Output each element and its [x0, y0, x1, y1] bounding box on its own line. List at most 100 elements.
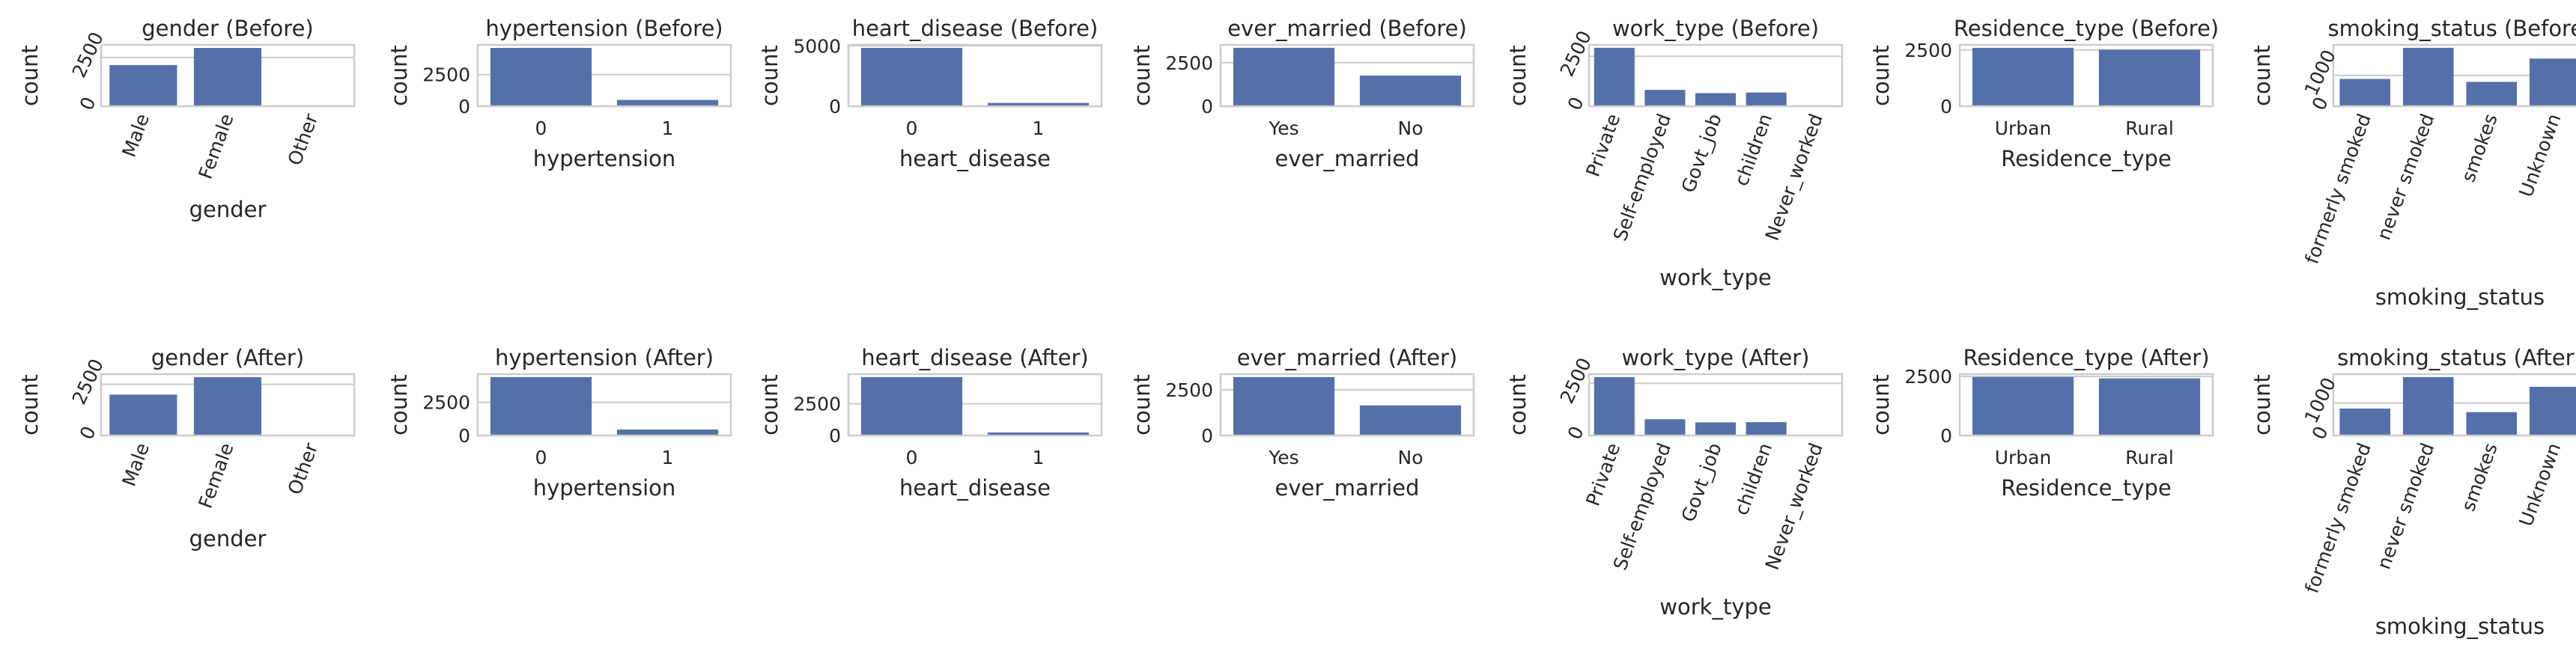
- bar: [109, 394, 177, 436]
- x-tick-label: Yes: [1268, 117, 1298, 139]
- x-tick-label: Govt_job: [1677, 111, 1726, 195]
- y-tick-label: 2500: [1165, 52, 1213, 74]
- subplot: work_type (After)02500PrivateSelf-employ…: [1505, 345, 1844, 620]
- x-axis-label: ever_married: [1275, 146, 1420, 171]
- bar: [1359, 76, 1462, 106]
- axes-frame: [1588, 373, 1844, 437]
- y-tick-label: 0: [76, 423, 100, 443]
- subplot-title: gender (Before): [142, 16, 313, 41]
- bar: [1695, 422, 1737, 436]
- y-axis-label: count: [1868, 45, 1894, 106]
- x-axis-label: heart_disease: [899, 146, 1051, 171]
- subplot-title: work_type (After): [1622, 345, 1810, 370]
- y-tick-label: 2500: [1165, 379, 1213, 401]
- x-tick-label: Female: [194, 440, 237, 511]
- x-tick-label: Private: [1582, 440, 1624, 509]
- x-tick-label: Female: [194, 111, 237, 182]
- y-axis-label: count: [17, 374, 43, 436]
- bar: [860, 376, 963, 436]
- x-axis-label: work_type: [1659, 594, 1771, 620]
- x-axis-label: hypertension: [533, 475, 676, 501]
- subplot-title: Residence_type (After): [1963, 345, 2209, 370]
- y-tick-label: 0: [1201, 425, 1213, 447]
- axes-frame: [100, 43, 356, 108]
- x-axis-label: Residence_type: [2001, 475, 2172, 501]
- subplot-title: ever_married (Before): [1227, 16, 1467, 41]
- subplot: heart_disease (Before) 0 5000 0 1 heart_disea…: [757, 16, 1103, 171]
- y-axis-label: count: [17, 45, 43, 106]
- bar: [1644, 90, 1686, 106]
- y-tick-label: 0: [1940, 96, 1952, 117]
- y-axis-label: count: [1868, 374, 1894, 436]
- x-tick-label: children: [1731, 440, 1777, 518]
- bar: [2339, 408, 2391, 436]
- x-tick-label: Private: [1582, 111, 1624, 180]
- subplot: hypertension (After) 0 2500 0 1 hypertension c…: [386, 345, 732, 501]
- y-tick-label: 2500: [422, 392, 470, 414]
- bar: [1233, 47, 1335, 106]
- x-axis-label: heart_disease: [899, 475, 1051, 501]
- bar: [1594, 376, 1635, 436]
- bar: [1695, 93, 1737, 106]
- y-tick-label: 5000: [793, 35, 841, 57]
- y-tick-label: 0: [458, 96, 470, 117]
- subplot-title: heart_disease (Before): [852, 16, 1099, 41]
- bar: [2529, 58, 2576, 106]
- y-axis-label: count: [757, 374, 783, 436]
- y-tick-label: 0: [458, 425, 470, 447]
- axes-frame: [2332, 373, 2576, 437]
- x-tick-label: Urban: [1995, 447, 2052, 468]
- axes-frame: [847, 43, 1103, 108]
- y-axis-label: count: [757, 45, 783, 106]
- x-tick-label: 1: [1033, 447, 1045, 468]
- x-tick-label: Yes: [1268, 447, 1298, 468]
- x-axis-label: gender: [189, 197, 267, 222]
- bar: [490, 48, 592, 106]
- x-tick-label: 0: [906, 117, 918, 139]
- y-tick-label: 0: [1564, 423, 1588, 443]
- bar: [2402, 376, 2454, 436]
- x-tick-label: Male: [118, 440, 154, 489]
- subplot-title: hypertension (After): [495, 345, 714, 370]
- axes-frame: [100, 373, 356, 437]
- y-tick-label: 0: [1201, 96, 1213, 117]
- axes-frame: [1219, 373, 1475, 437]
- x-axis-label: smoking_status: [2375, 614, 2545, 639]
- subplot-title: heart_disease (After): [861, 345, 1088, 370]
- bar: [1972, 376, 2074, 436]
- x-tick-label: Urban: [1995, 117, 2052, 139]
- y-axis-label: count: [2250, 374, 2275, 436]
- x-tick-label: 1: [662, 117, 674, 139]
- y-tick-label: 0: [829, 425, 841, 447]
- bar: [193, 48, 262, 106]
- x-tick-label: No: [1398, 447, 1424, 468]
- axes-frame: [476, 43, 732, 108]
- bar: [2339, 79, 2391, 106]
- bar: [2402, 47, 2454, 106]
- axes-frame: [1219, 43, 1475, 108]
- bar: [109, 64, 177, 106]
- x-tick-label: 1: [1033, 117, 1045, 139]
- bar: [2529, 386, 2576, 436]
- subplot: ever_married (After) 0 2500 Yes No ever_marri…: [1129, 345, 1475, 501]
- bar: [2466, 412, 2518, 436]
- subplot-title: work_type (Before): [1612, 16, 1819, 41]
- y-tick-label: 0: [1564, 94, 1588, 114]
- axes-frame: [1588, 43, 1844, 108]
- x-tick-label: Other: [284, 439, 323, 497]
- subplot-title: hypertension (Before): [485, 16, 723, 41]
- subplot: Residence_type (Before) 0 2500 Urban Rural Re…: [1868, 16, 2219, 171]
- x-tick-label: never smoked: [2373, 111, 2439, 242]
- bar: [1233, 376, 1335, 436]
- y-tick-label: 2500: [1904, 40, 1952, 61]
- x-axis-label: work_type: [1659, 265, 1771, 290]
- x-tick-label: 0: [535, 447, 547, 468]
- subplot-title: ever_married (After): [1237, 345, 1457, 370]
- bar: [987, 103, 1090, 106]
- x-tick-label: smokes: [2457, 111, 2502, 185]
- y-axis-label: count: [1505, 374, 1531, 436]
- x-tick-label: Male: [118, 111, 154, 160]
- x-tick-label: children: [1731, 111, 1777, 189]
